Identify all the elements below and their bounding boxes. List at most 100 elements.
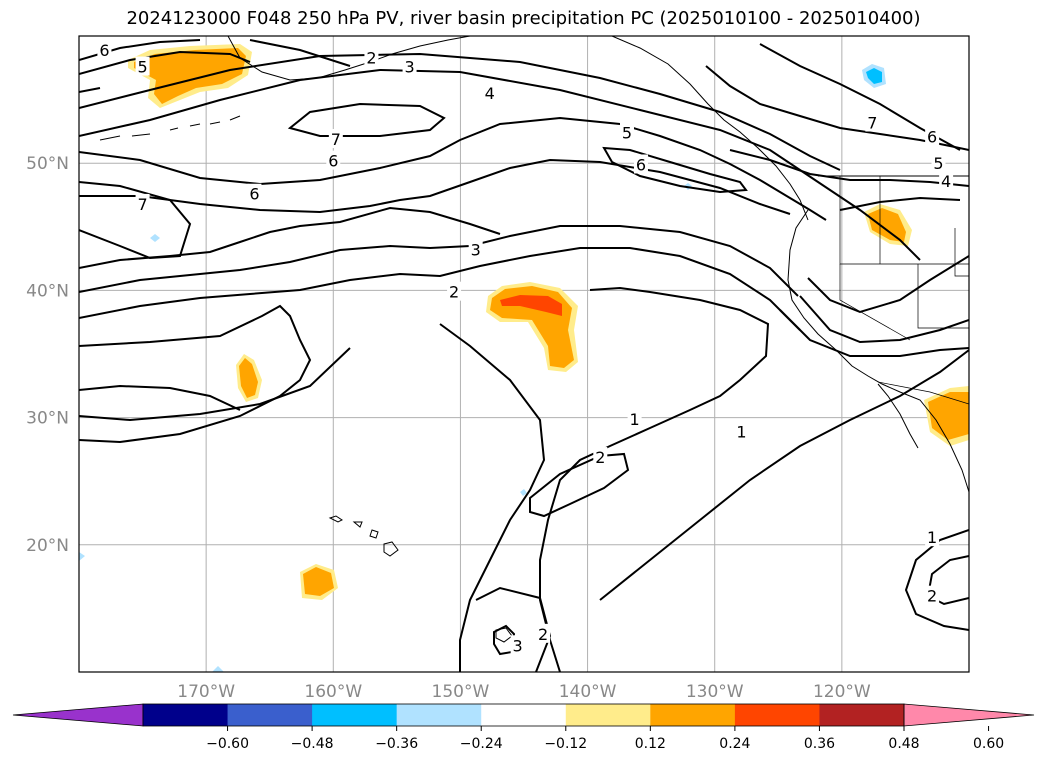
- contour-1-se: [599, 349, 969, 601]
- contour-3-mid: [79, 225, 799, 297]
- contour-label-bg: [402, 56, 417, 76]
- contour-label-bg: [536, 623, 551, 643]
- contour-label: 2: [538, 625, 548, 644]
- lon-tick-label: 170°W: [177, 682, 235, 702]
- colorbar-frame: [142, 703, 905, 727]
- precip-patch-alaska-neg-core: [866, 68, 882, 84]
- contour-label-bg: [925, 527, 940, 547]
- state-border-5: [954, 228, 969, 277]
- contour-label-bg: [247, 183, 262, 203]
- island-small: [495, 627, 513, 643]
- contour-7-ne: [705, 65, 969, 151]
- precip-patch-north-pacific-core: [134, 48, 246, 104]
- contour-5-mid: [79, 158, 791, 215]
- precip-dot-5: [212, 666, 224, 672]
- contour-2-inner-loop: [529, 452, 630, 518]
- contour-label-bg: [326, 150, 341, 170]
- colorbar-swatch: [650, 704, 736, 726]
- colorbar-swatch: [734, 704, 820, 726]
- contour-4-arc: [79, 68, 921, 261]
- contour-1-big: [439, 323, 546, 672]
- contour-label: 3: [513, 636, 523, 655]
- state-border-4: [917, 264, 969, 329]
- precip-patch-south-core: [303, 567, 334, 596]
- alaska-panhandle-coast: [611, 36, 809, 221]
- contour-5-nw: [79, 50, 251, 75]
- contour-2-mid: [79, 247, 801, 331]
- contour-label: 2: [366, 49, 376, 68]
- contour-label-bg: [627, 408, 642, 428]
- colorbar-tick-label: −0.36: [375, 736, 418, 752]
- gridlines: [79, 36, 969, 672]
- contour-label: 2: [595, 448, 605, 467]
- contour-label-bg: [619, 122, 634, 142]
- lon-tick-label: 160°W: [304, 682, 362, 702]
- contour-6-big: [79, 116, 827, 221]
- contour-2-west: [79, 347, 351, 422]
- baja-coast: [877, 383, 919, 449]
- lat-tick-label: 40°N: [26, 281, 69, 301]
- colorbar-swatch: [143, 704, 229, 726]
- colorbar: −0.60 −0.48 −0.36 −0.24 −0.12 0.12 0.24 0.36 0.4…: [12, 703, 1035, 752]
- precip-dot-3: [520, 489, 527, 496]
- contour-label-bg: [135, 56, 150, 76]
- axis-ticks: 20°N 30°N 40°N 50°N 170°W 160°W 150°W 140°W 130°…: [26, 154, 871, 702]
- colorbar-tick-label: 0.12: [635, 736, 666, 752]
- colorbar-tick-label: 0.24: [719, 736, 750, 752]
- colorbar-extend-low: [12, 703, 144, 727]
- contour-5-ne: [729, 149, 969, 187]
- precip-patch-west-core: [239, 358, 258, 398]
- colorbar-swatch: [819, 704, 905, 726]
- colorbar-tick-label: 0.36: [804, 736, 835, 752]
- contour-label: 5: [933, 154, 943, 173]
- contour-3-na: [779, 309, 969, 357]
- contour-label: 5: [137, 58, 147, 77]
- contour-label: 7: [137, 195, 147, 214]
- contour-label-bg: [939, 171, 954, 191]
- lon-tick-label: 130°W: [686, 682, 744, 702]
- contour-label-bg: [468, 239, 483, 259]
- colorbar-extend-high: [903, 703, 1035, 727]
- precip-dot-1: [150, 234, 160, 242]
- precip-dot-4: [79, 552, 85, 561]
- contour-label-bg: [734, 421, 749, 441]
- contour-7-loop: [287, 102, 446, 137]
- contour-2-lower: [475, 586, 552, 672]
- contour-label-bg: [447, 281, 462, 301]
- lon-tick-label: 150°W: [432, 682, 490, 702]
- contour-label: 7: [867, 113, 877, 132]
- west-coast-us: [787, 209, 969, 493]
- contour-3-arc: [79, 52, 841, 171]
- contour-1-west: [79, 304, 312, 444]
- contour-label-bg: [865, 112, 880, 132]
- contour-label-bg: [97, 39, 112, 59]
- contour-label-bg: [135, 193, 150, 213]
- contour-label: 5: [622, 124, 632, 143]
- contour-label-bg: [931, 153, 946, 173]
- map-title: 2024123000 F048 250 hPa PV, river basin …: [126, 8, 921, 29]
- state-border-3: [839, 264, 911, 341]
- contour-label: 3: [404, 58, 414, 77]
- lat-tick-label: 30°N: [26, 409, 69, 429]
- colorbar-tick-label: −0.60: [206, 736, 249, 752]
- contour-label: 2: [449, 283, 459, 302]
- contour-1-east-arc: [539, 286, 770, 672]
- hawaii-islands: [328, 515, 399, 557]
- lat-tick-label: 20°N: [26, 536, 69, 556]
- contour-label: 6: [249, 185, 259, 204]
- aleutian-islands: [99, 115, 241, 141]
- contour-label: 1: [927, 528, 937, 547]
- lon-tick-label: 140°W: [559, 682, 617, 702]
- precip-patch-central-max: [500, 295, 562, 316]
- contour-2-se-loop: [926, 555, 969, 606]
- colorbar-swatch: [481, 704, 567, 726]
- mexico-border: [877, 381, 969, 405]
- contour-label: 2: [927, 587, 937, 606]
- contour-label: 6: [636, 155, 646, 174]
- precip-shading: [79, 44, 969, 672]
- colorbar-swatch: [565, 704, 651, 726]
- pv-contours: [79, 39, 969, 672]
- precip-patch-pnw-core: [868, 208, 906, 242]
